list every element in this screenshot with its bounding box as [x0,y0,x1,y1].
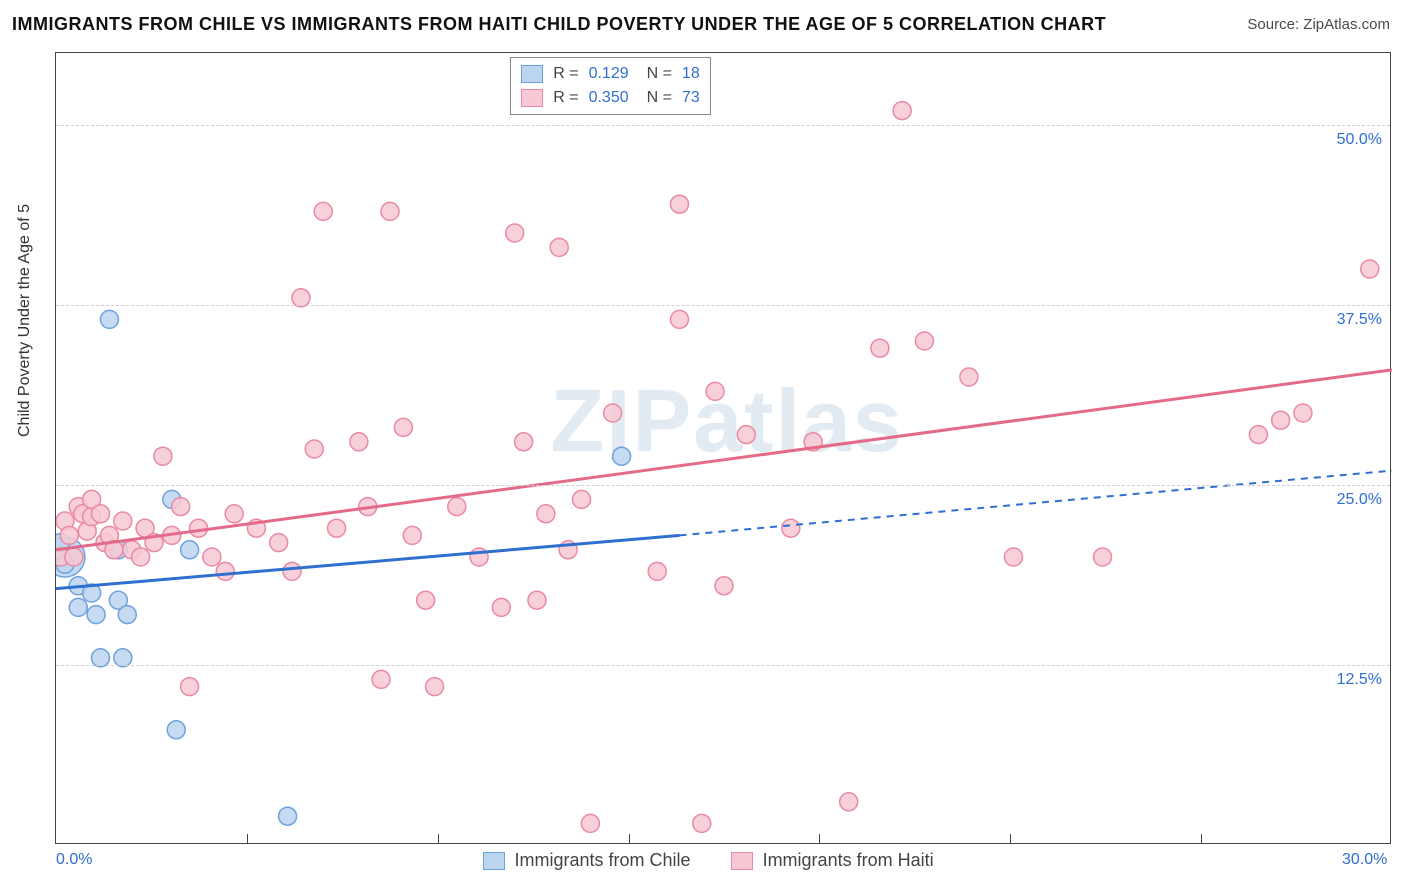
x-tick-mark [438,834,439,844]
data-point [350,433,368,451]
data-point [448,498,466,516]
data-point [372,670,390,688]
data-point [65,548,83,566]
data-point [381,202,399,220]
data-point [132,548,150,566]
data-point [305,440,323,458]
trend-line-dashed [679,471,1392,536]
data-point [572,490,590,508]
data-point [550,238,568,256]
data-point [314,202,332,220]
y-tick-label: 37.5% [1337,311,1382,329]
data-point [426,678,444,696]
data-point [506,224,524,242]
data-point [279,807,297,825]
data-point [394,418,412,436]
data-point [92,505,110,523]
data-point [670,195,688,213]
data-point [1361,260,1379,278]
y-tick-label: 50.0% [1337,131,1382,149]
chart-title: IMMIGRANTS FROM CHILE VS IMMIGRANTS FROM… [12,14,1106,35]
x-tick-mark [247,834,248,844]
data-point [537,505,555,523]
data-point [737,426,755,444]
data-point [100,310,118,328]
grid-line [56,125,1390,126]
data-point [1094,548,1112,566]
x-tick-mark [1010,834,1011,844]
data-point [69,598,87,616]
data-point [167,721,185,739]
data-point [203,548,221,566]
data-point [706,382,724,400]
legend-swatch [731,852,753,870]
data-point [60,526,78,544]
source-attribution: Source: ZipAtlas.com [1247,16,1390,33]
legend-item: Immigrants from Haiti [731,850,934,871]
y-axis-label: Child Poverty Under the Age of 5 [16,204,34,437]
data-point [283,562,301,580]
data-point [782,519,800,537]
data-point [871,339,889,357]
chart-container: IMMIGRANTS FROM CHILE VS IMMIGRANTS FROM… [0,0,1406,892]
grid-line [56,665,1390,666]
data-point [715,577,733,595]
legend-label: Immigrants from Chile [515,850,691,871]
x-tick-label: 30.0% [1342,851,1387,869]
data-point [181,678,199,696]
data-point [693,814,711,832]
data-point [613,447,631,465]
data-point [528,591,546,609]
x-tick-mark [1201,834,1202,844]
x-tick-mark [819,834,820,844]
data-point [840,793,858,811]
data-point [515,433,533,451]
trend-line [56,370,1392,550]
data-point [328,519,346,537]
data-point [670,310,688,328]
data-point [216,562,234,580]
data-point [1272,411,1290,429]
source-label: Source: [1247,16,1299,33]
data-point [403,526,421,544]
scatter-svg [56,53,1392,845]
data-point [648,562,666,580]
grid-line [56,485,1390,486]
data-point [960,368,978,386]
data-point [118,606,136,624]
data-point [114,512,132,530]
data-point [893,102,911,120]
x-tick-mark [629,834,630,844]
data-point [87,606,105,624]
legend-item: Immigrants from Chile [483,850,691,871]
source-site: ZipAtlas.com [1303,16,1390,33]
data-point [417,591,435,609]
data-point [1004,548,1022,566]
y-tick-label: 25.0% [1337,491,1382,509]
data-point [154,447,172,465]
legend-series: Immigrants from Chile Immigrants from Hai… [483,850,934,871]
data-point [1294,404,1312,422]
data-point [581,814,599,832]
data-point [190,519,208,537]
data-point [181,541,199,559]
legend-label: Immigrants from Haiti [763,850,934,871]
x-tick-label: 0.0% [56,851,92,869]
legend-swatch [483,852,505,870]
data-point [915,332,933,350]
data-point [1249,426,1267,444]
y-tick-label: 12.5% [1337,671,1382,689]
data-point [225,505,243,523]
data-point [492,598,510,616]
plot-area: ZIPatlas R =0.129N =18R =0.350N =73 12.5… [55,52,1391,844]
grid-line [56,305,1390,306]
data-point [270,534,288,552]
data-point [604,404,622,422]
data-point [172,498,190,516]
